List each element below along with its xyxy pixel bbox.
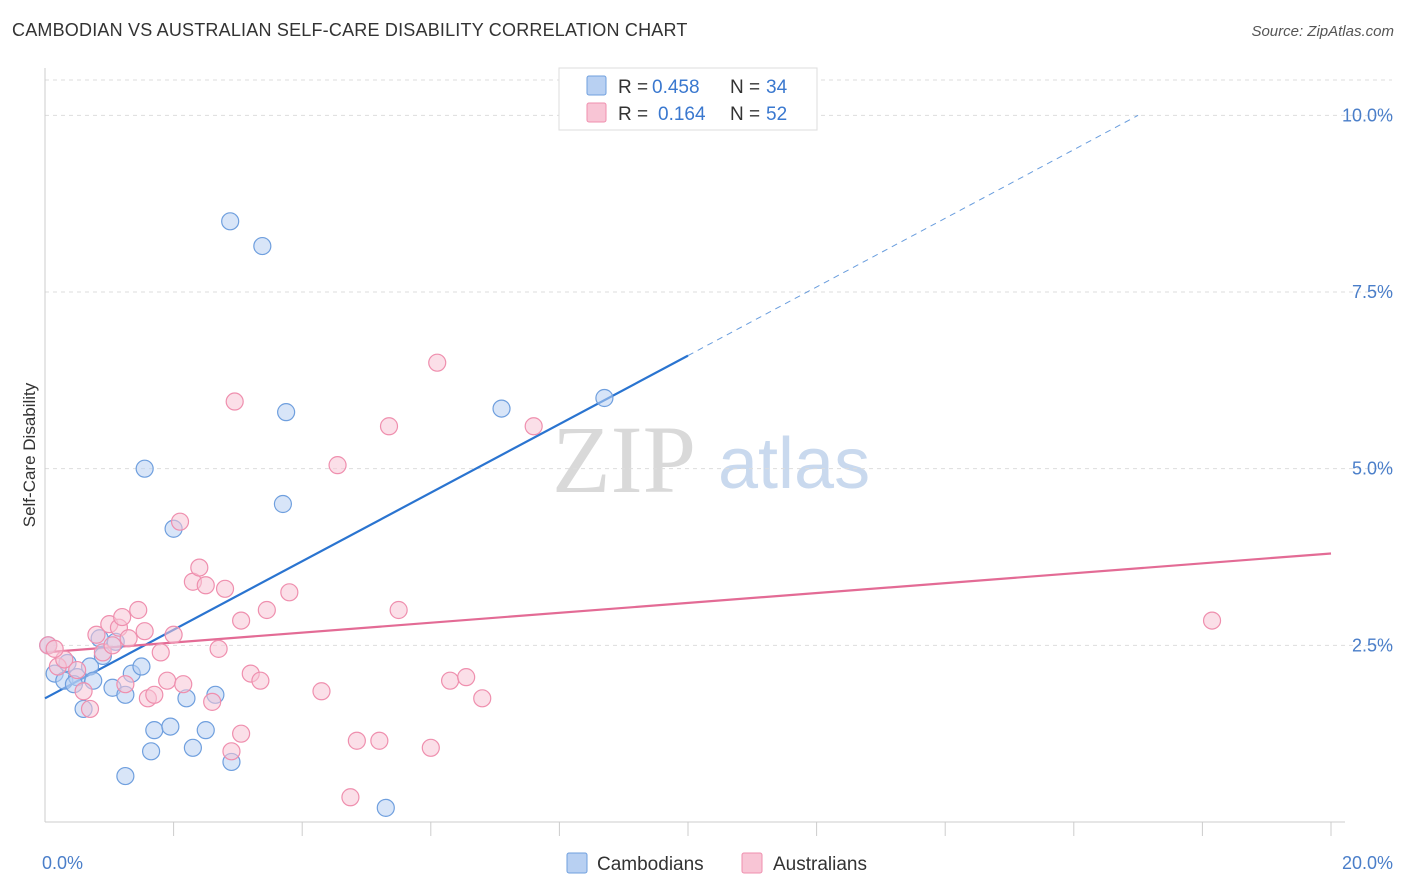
- legend-bottom-swatch-australians: [741, 852, 763, 874]
- x-tick-label: 0.0%: [42, 853, 83, 873]
- legend-swatch-australians: [586, 102, 607, 123]
- legend-swatch-cambodians: [586, 75, 607, 96]
- watermark: ZIP atlas: [552, 406, 870, 513]
- data-point-cambodians: [221, 212, 240, 231]
- data-point-australians: [87, 625, 106, 644]
- data-point-australians: [379, 417, 399, 436]
- legend-series: Cambodians Australians: [566, 852, 867, 875]
- legend-n-value-1: 34: [766, 77, 788, 98]
- data-point-cambodians: [141, 742, 161, 761]
- data-point-cambodians: [492, 399, 511, 418]
- data-point-australians: [1202, 611, 1222, 630]
- y-tick-label: 5.0%: [1352, 459, 1393, 479]
- data-point-cambodians: [376, 798, 395, 817]
- trend-lines: [44, 114, 1332, 700]
- legend-stats: R = 0.458 N = 34 R = 0.164 N = 52: [558, 67, 818, 131]
- legend-r-value-2: 0.164: [658, 104, 706, 125]
- data-point-australians: [151, 643, 170, 662]
- data-point-australians: [328, 456, 347, 475]
- data-point-australians: [68, 660, 87, 680]
- y-tick-label: 10.0%: [1342, 105, 1393, 125]
- data-point-cambodians: [273, 494, 293, 514]
- data-point-cambodians: [277, 403, 296, 422]
- data-point-australians: [341, 788, 360, 807]
- chart-source: Source: ZipAtlas.com: [1251, 23, 1394, 40]
- data-point-australians: [196, 576, 215, 595]
- data-points: [39, 212, 1222, 817]
- data-point-australians: [232, 611, 251, 630]
- legend-n-value-2: 52: [766, 104, 787, 125]
- trend-line-cambodians: [44, 354, 689, 700]
- data-point-cambodians: [132, 657, 151, 676]
- data-point-australians: [174, 675, 193, 694]
- data-point-australians: [389, 600, 408, 620]
- data-point-australians: [113, 607, 132, 627]
- data-point-australians: [209, 639, 228, 658]
- trend-line-extension-cambodians: [687, 114, 1139, 357]
- tick-labels: 2.5% 5.0% 7.5% 10.0% 0.0% 20.0%: [42, 105, 1393, 873]
- data-point-australians: [421, 738, 440, 757]
- data-point-australians: [524, 417, 543, 436]
- legend-n-label-2: N =: [730, 104, 760, 125]
- data-point-australians: [473, 689, 492, 708]
- data-point-cambodians: [595, 388, 614, 408]
- legend-bottom-label-australians: Australians: [773, 854, 867, 875]
- legend-n-label-1: N =: [730, 77, 760, 98]
- data-point-australians: [347, 731, 366, 750]
- data-point-australians: [440, 671, 460, 690]
- legend-r-value-1: 0.458: [652, 77, 700, 98]
- y-tick-label: 2.5%: [1352, 635, 1393, 655]
- legend-r-label-2: R =: [618, 104, 648, 125]
- data-point-cambodians: [183, 738, 202, 757]
- y-axis-label: Self-Care Disability: [20, 382, 39, 527]
- data-point-cambodians: [116, 766, 135, 786]
- data-point-australians: [80, 699, 100, 719]
- data-point-australians: [119, 629, 138, 648]
- data-point-cambodians: [145, 721, 164, 740]
- watermark-zip: ZIP: [552, 406, 696, 513]
- data-point-australians: [280, 583, 299, 602]
- chart-title: CAMBODIAN VS AUSTRALIAN SELF-CARE DISABI…: [12, 20, 688, 40]
- data-point-cambodians: [135, 459, 154, 478]
- data-point-australians: [129, 600, 148, 620]
- legend-r-label-1: R =: [618, 77, 648, 98]
- data-point-australians: [116, 675, 135, 694]
- data-point-australians: [190, 558, 209, 577]
- data-point-australians: [370, 731, 389, 750]
- axes: [44, 68, 1345, 823]
- trend-line-australians: [44, 552, 1332, 654]
- data-point-australians: [103, 636, 122, 655]
- data-point-australians: [251, 671, 270, 690]
- legend-bottom-swatch-cambodians: [566, 852, 588, 874]
- watermark-atlas: atlas: [718, 424, 870, 504]
- data-point-australians: [215, 579, 235, 598]
- data-point-australians: [170, 512, 190, 531]
- data-point-australians: [232, 724, 251, 743]
- data-point-australians: [428, 353, 447, 372]
- data-point-australians: [164, 625, 183, 644]
- data-point-australians: [222, 742, 241, 761]
- legend-bottom-label-cambodians: Cambodians: [597, 854, 704, 875]
- data-point-australians: [158, 671, 177, 690]
- data-point-cambodians: [161, 717, 180, 736]
- data-point-australians: [257, 600, 276, 620]
- y-tick-label: 7.5%: [1352, 282, 1393, 302]
- data-point-australians: [203, 692, 222, 711]
- data-point-australians: [225, 392, 244, 411]
- data-point-australians: [457, 668, 476, 687]
- data-point-australians: [145, 685, 164, 704]
- data-point-australians: [312, 682, 331, 701]
- data-point-cambodians: [253, 236, 272, 256]
- data-point-australians: [74, 682, 93, 701]
- data-point-australians: [45, 639, 64, 658]
- data-point-cambodians: [196, 721, 215, 740]
- data-point-australians: [135, 622, 154, 641]
- x-tick-label: 20.0%: [1342, 853, 1393, 873]
